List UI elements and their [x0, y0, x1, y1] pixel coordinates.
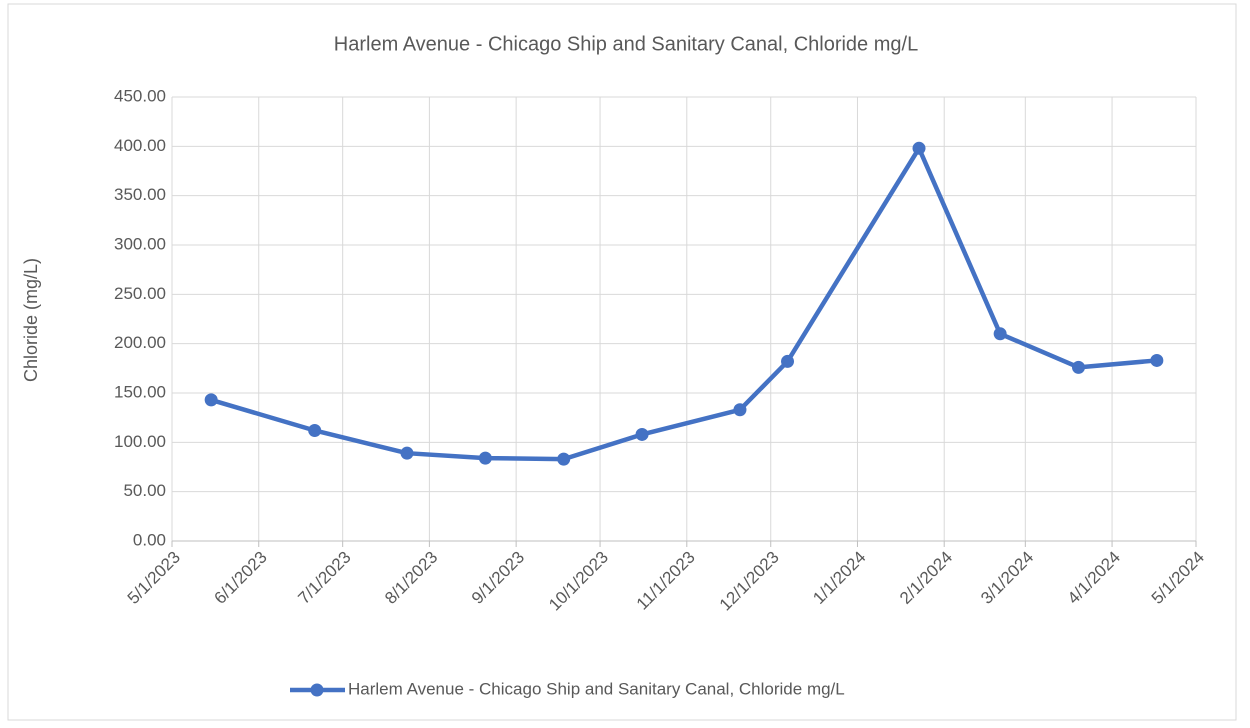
y-tick-label: 150.00 [114, 382, 166, 401]
data-point [557, 452, 571, 466]
y-tick-label: 0.00 [133, 530, 166, 549]
series-line [210, 146, 1158, 462]
y-tick-label: 250.00 [114, 284, 166, 303]
y-tick-label: 100.00 [114, 432, 166, 451]
data-point [635, 427, 649, 441]
data-point [1150, 353, 1164, 367]
data-point [993, 327, 1007, 341]
y-tick-label: 400.00 [114, 136, 166, 155]
y-tick-label: 450.00 [114, 86, 166, 105]
chart-title: Harlem Avenue - Chicago Ship and Sanitar… [334, 33, 918, 55]
y-tick-label: 50.00 [123, 481, 166, 500]
y-axis-label: Chloride (mg/L) [21, 258, 41, 382]
data-point [912, 141, 926, 155]
data-point [1071, 360, 1085, 374]
data-point [400, 446, 414, 460]
data-point [733, 403, 747, 417]
legend-label: Harlem Avenue - Chicago Ship and Sanitar… [348, 679, 845, 698]
y-tick-label: 350.00 [114, 185, 166, 204]
chart-frame [7, 3, 1237, 721]
legend-marker [310, 683, 324, 697]
data-point [478, 451, 492, 465]
data-point [308, 423, 322, 437]
y-tick-label: 300.00 [114, 234, 166, 253]
data-point [204, 393, 218, 407]
y-tick-label: 200.00 [114, 333, 166, 352]
data-point [781, 354, 795, 368]
